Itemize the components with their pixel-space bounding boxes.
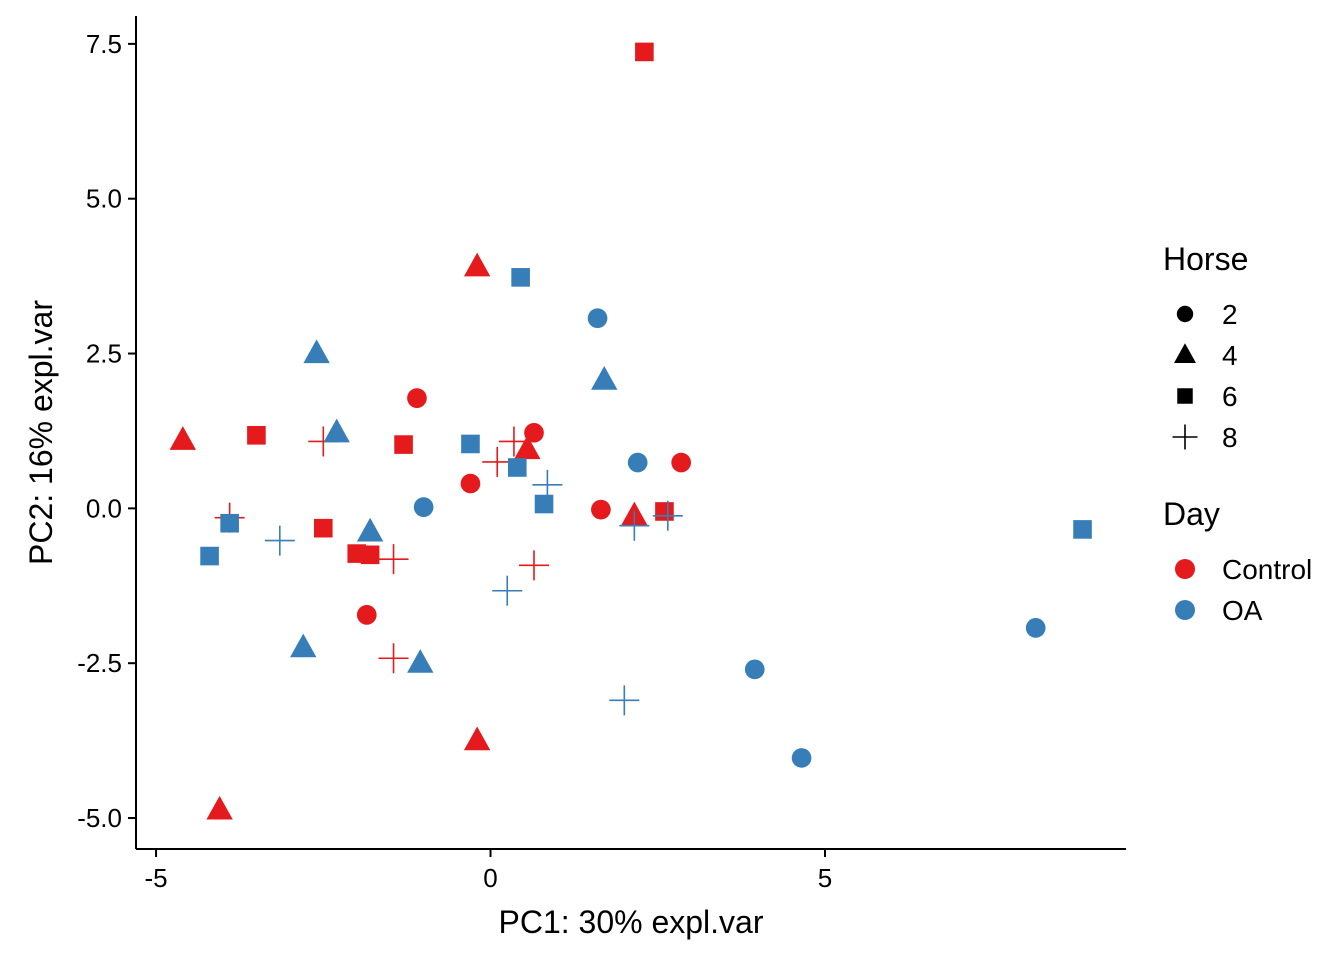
data-point-10 bbox=[463, 726, 491, 751]
horse-legend-title: Horse bbox=[1163, 241, 1248, 277]
y-axis-title: PC2: 16% expl.var bbox=[23, 300, 59, 565]
data-point-12 bbox=[635, 42, 654, 62]
data-point-15 bbox=[313, 518, 333, 538]
data-point-3 bbox=[671, 452, 692, 473]
data-point-25 bbox=[378, 643, 409, 674]
legend-key-oa bbox=[1175, 600, 1195, 620]
legend-key-square bbox=[1177, 388, 1193, 404]
y-tick-label: 0.0 bbox=[86, 493, 122, 523]
data-point-4 bbox=[591, 499, 611, 520]
data-point-26 bbox=[587, 308, 608, 329]
data-point-46 bbox=[619, 510, 650, 541]
data-point-30 bbox=[744, 659, 765, 680]
data-point-2 bbox=[460, 473, 481, 494]
y-tick-label: -2.5 bbox=[77, 648, 122, 678]
data-point-21 bbox=[482, 446, 513, 477]
data-point-43 bbox=[200, 546, 219, 566]
data-point-33 bbox=[591, 366, 618, 390]
x-tick-label: 5 bbox=[818, 863, 832, 893]
day-legend-label: OA bbox=[1222, 595, 1263, 626]
legend-key-control bbox=[1175, 559, 1195, 579]
x-tick-label: 0 bbox=[483, 863, 497, 893]
x-axis-title: PC1: 30% expl.var bbox=[498, 904, 763, 940]
data-point-49 bbox=[492, 575, 523, 606]
horse-legend-label: 4 bbox=[1222, 340, 1238, 371]
x-ticks: -5 0 5 bbox=[145, 849, 832, 893]
data-point-37 bbox=[407, 649, 434, 673]
points-layer bbox=[169, 42, 1092, 820]
data-point-1 bbox=[524, 422, 544, 443]
horse-legend-label: 6 bbox=[1222, 381, 1238, 412]
data-point-23 bbox=[378, 544, 409, 575]
data-point-41 bbox=[534, 494, 554, 514]
data-point-38 bbox=[511, 268, 530, 287]
y-tick-label: 7.5 bbox=[86, 29, 122, 59]
data-point-42 bbox=[220, 513, 239, 533]
data-point-7 bbox=[169, 426, 197, 450]
data-point-45 bbox=[532, 469, 563, 500]
horse-legend-label: 2 bbox=[1222, 299, 1238, 330]
data-point-5 bbox=[356, 605, 377, 625]
data-point-48 bbox=[264, 525, 295, 556]
axes: -5 0 5 -5.0 -2.5 0.0 2.5 5.0 7.5 bbox=[77, 16, 1126, 893]
y-tick-label: 5.0 bbox=[86, 184, 122, 214]
data-point-32 bbox=[303, 339, 330, 364]
day-legend-title: Day bbox=[1163, 496, 1220, 532]
data-point-39 bbox=[461, 434, 480, 454]
data-point-34 bbox=[323, 418, 350, 443]
data-point-24 bbox=[519, 550, 550, 581]
data-point-40 bbox=[507, 458, 527, 477]
y-tick-label: 2.5 bbox=[86, 339, 122, 369]
data-point-11 bbox=[206, 795, 233, 820]
day-legend-items: Control OA bbox=[1175, 554, 1312, 626]
data-point-18 bbox=[655, 502, 674, 521]
y-ticks: -5.0 -2.5 0.0 2.5 5.0 7.5 bbox=[77, 29, 136, 833]
data-point-28 bbox=[413, 497, 434, 517]
data-point-44 bbox=[1073, 520, 1092, 539]
data-point-14 bbox=[394, 435, 413, 454]
data-point-17 bbox=[360, 545, 380, 565]
data-point-36 bbox=[290, 633, 317, 658]
data-point-47 bbox=[652, 500, 683, 531]
data-point-6 bbox=[463, 252, 491, 277]
data-point-31 bbox=[791, 748, 812, 768]
legend-key-circle bbox=[1176, 305, 1194, 323]
x-tick-label: -5 bbox=[145, 863, 168, 893]
data-point-13 bbox=[247, 425, 266, 445]
horse-legend-label: 8 bbox=[1222, 422, 1238, 453]
y-tick-label: -5.0 bbox=[77, 803, 122, 833]
day-legend-label: Control bbox=[1222, 554, 1312, 585]
data-point-27 bbox=[627, 452, 648, 473]
data-point-0 bbox=[407, 388, 427, 408]
horse-legend-items: 2 4 6 8 bbox=[1172, 299, 1238, 453]
data-point-8 bbox=[514, 435, 541, 460]
data-point-20 bbox=[498, 426, 529, 457]
legend: Horse 2 4 6 8 Day Control OA bbox=[1163, 241, 1312, 626]
data-point-29 bbox=[1025, 618, 1046, 638]
legend-key-triangle bbox=[1174, 343, 1196, 363]
data-point-50 bbox=[609, 685, 640, 716]
legend-key-plus bbox=[1172, 424, 1198, 450]
data-point-35 bbox=[356, 517, 384, 542]
